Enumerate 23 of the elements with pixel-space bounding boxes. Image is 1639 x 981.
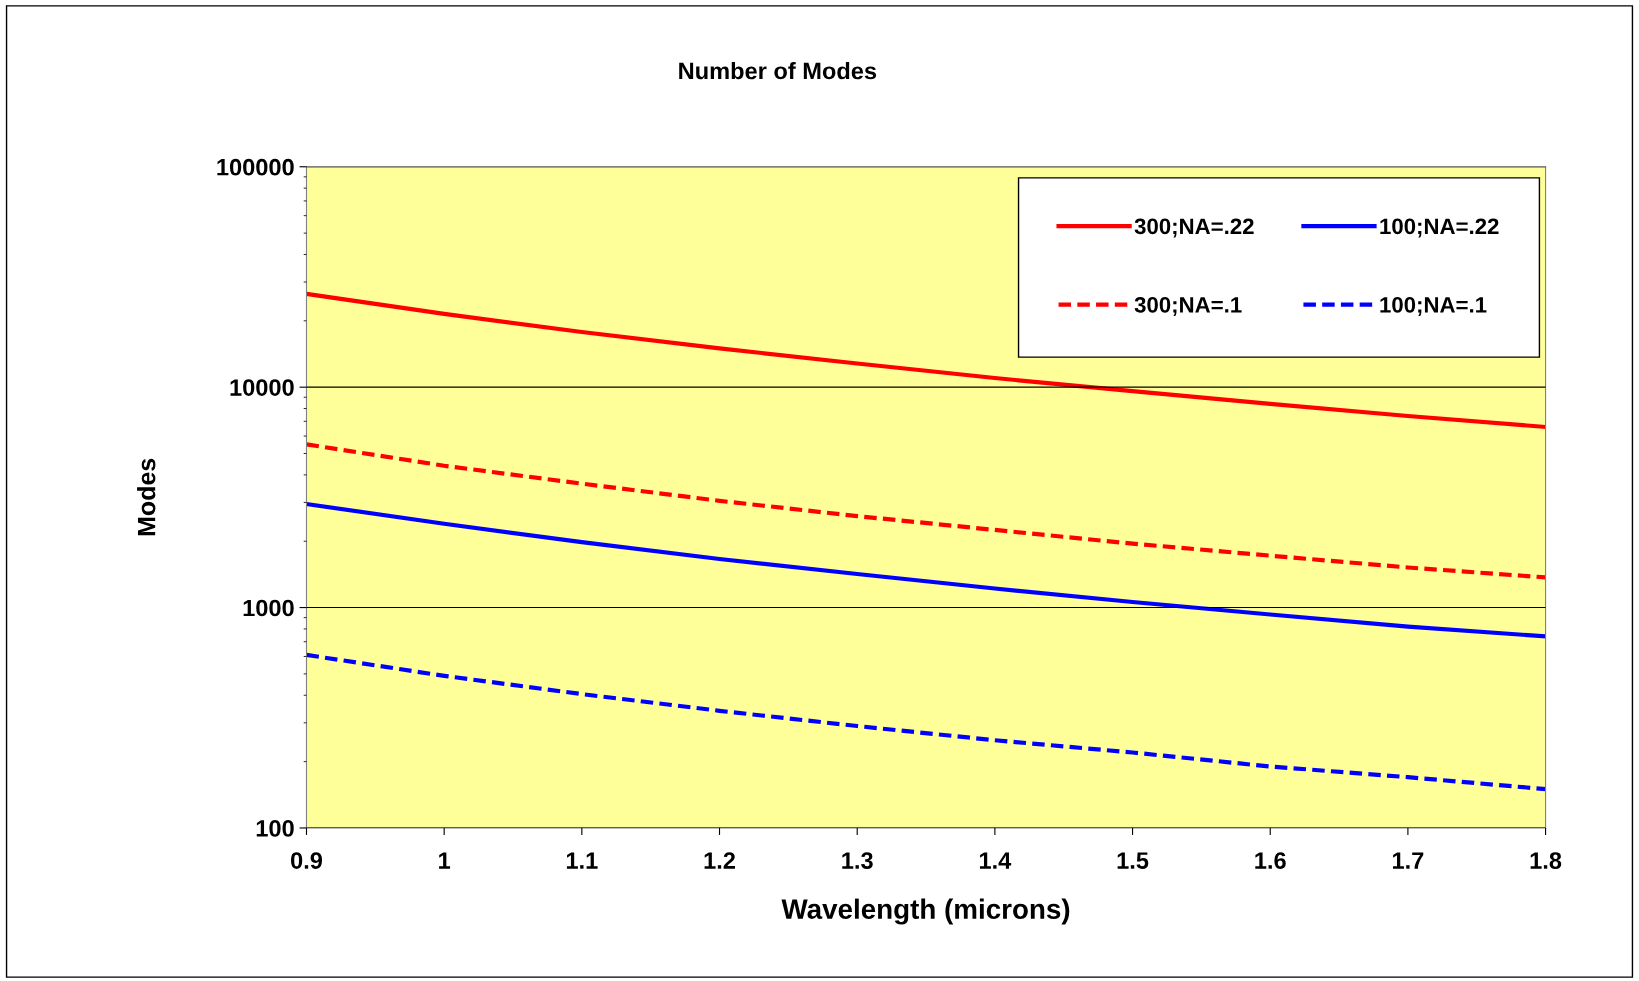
chart-title: Number of Modes (679, 61, 877, 80)
x-tick-label: 1.7 (1392, 852, 1424, 869)
x-tick-label: 1.8 (1530, 852, 1562, 869)
y-tick-label: 100000 (217, 158, 294, 176)
legend-label: 300;NA=.22 (1134, 218, 1254, 238)
x-tick-label: 1.5 (1117, 852, 1149, 869)
legend-label: 100;NA=.22 (1380, 218, 1499, 238)
x-axis-title: Wavelength (microns) (781, 898, 1070, 925)
line-series (306, 442, 1546, 580)
x-tick-label: 0.9 (291, 852, 323, 869)
x-tick-label: 1.6 (1255, 852, 1286, 869)
x-tick-label: 1.1 (566, 852, 598, 869)
x-tick-label: 1.2 (704, 852, 735, 869)
x-tick-label: 1.4 (979, 852, 1012, 869)
legend-label: 100;NA=.1 (1380, 296, 1487, 316)
legend-label: 300;NA=.1 (1134, 296, 1242, 316)
x-tick-label: 1 (439, 852, 451, 869)
line-series (306, 652, 1546, 792)
y-tick-label: 10000 (230, 379, 294, 396)
y-axis-title: Modes (137, 458, 156, 536)
y-tick-label: 100 (256, 820, 294, 837)
x-tick-label: 1.3 (842, 852, 873, 869)
y-tick-label: 1000 (243, 599, 294, 617)
